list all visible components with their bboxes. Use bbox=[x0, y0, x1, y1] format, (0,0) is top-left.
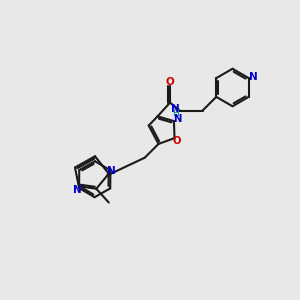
Text: N: N bbox=[171, 104, 180, 114]
Text: O: O bbox=[165, 77, 174, 87]
Text: H: H bbox=[172, 110, 178, 118]
Text: O: O bbox=[172, 136, 181, 146]
Text: N: N bbox=[73, 185, 82, 195]
Text: N: N bbox=[249, 72, 257, 82]
Text: N: N bbox=[173, 114, 182, 124]
Text: N: N bbox=[107, 166, 116, 176]
